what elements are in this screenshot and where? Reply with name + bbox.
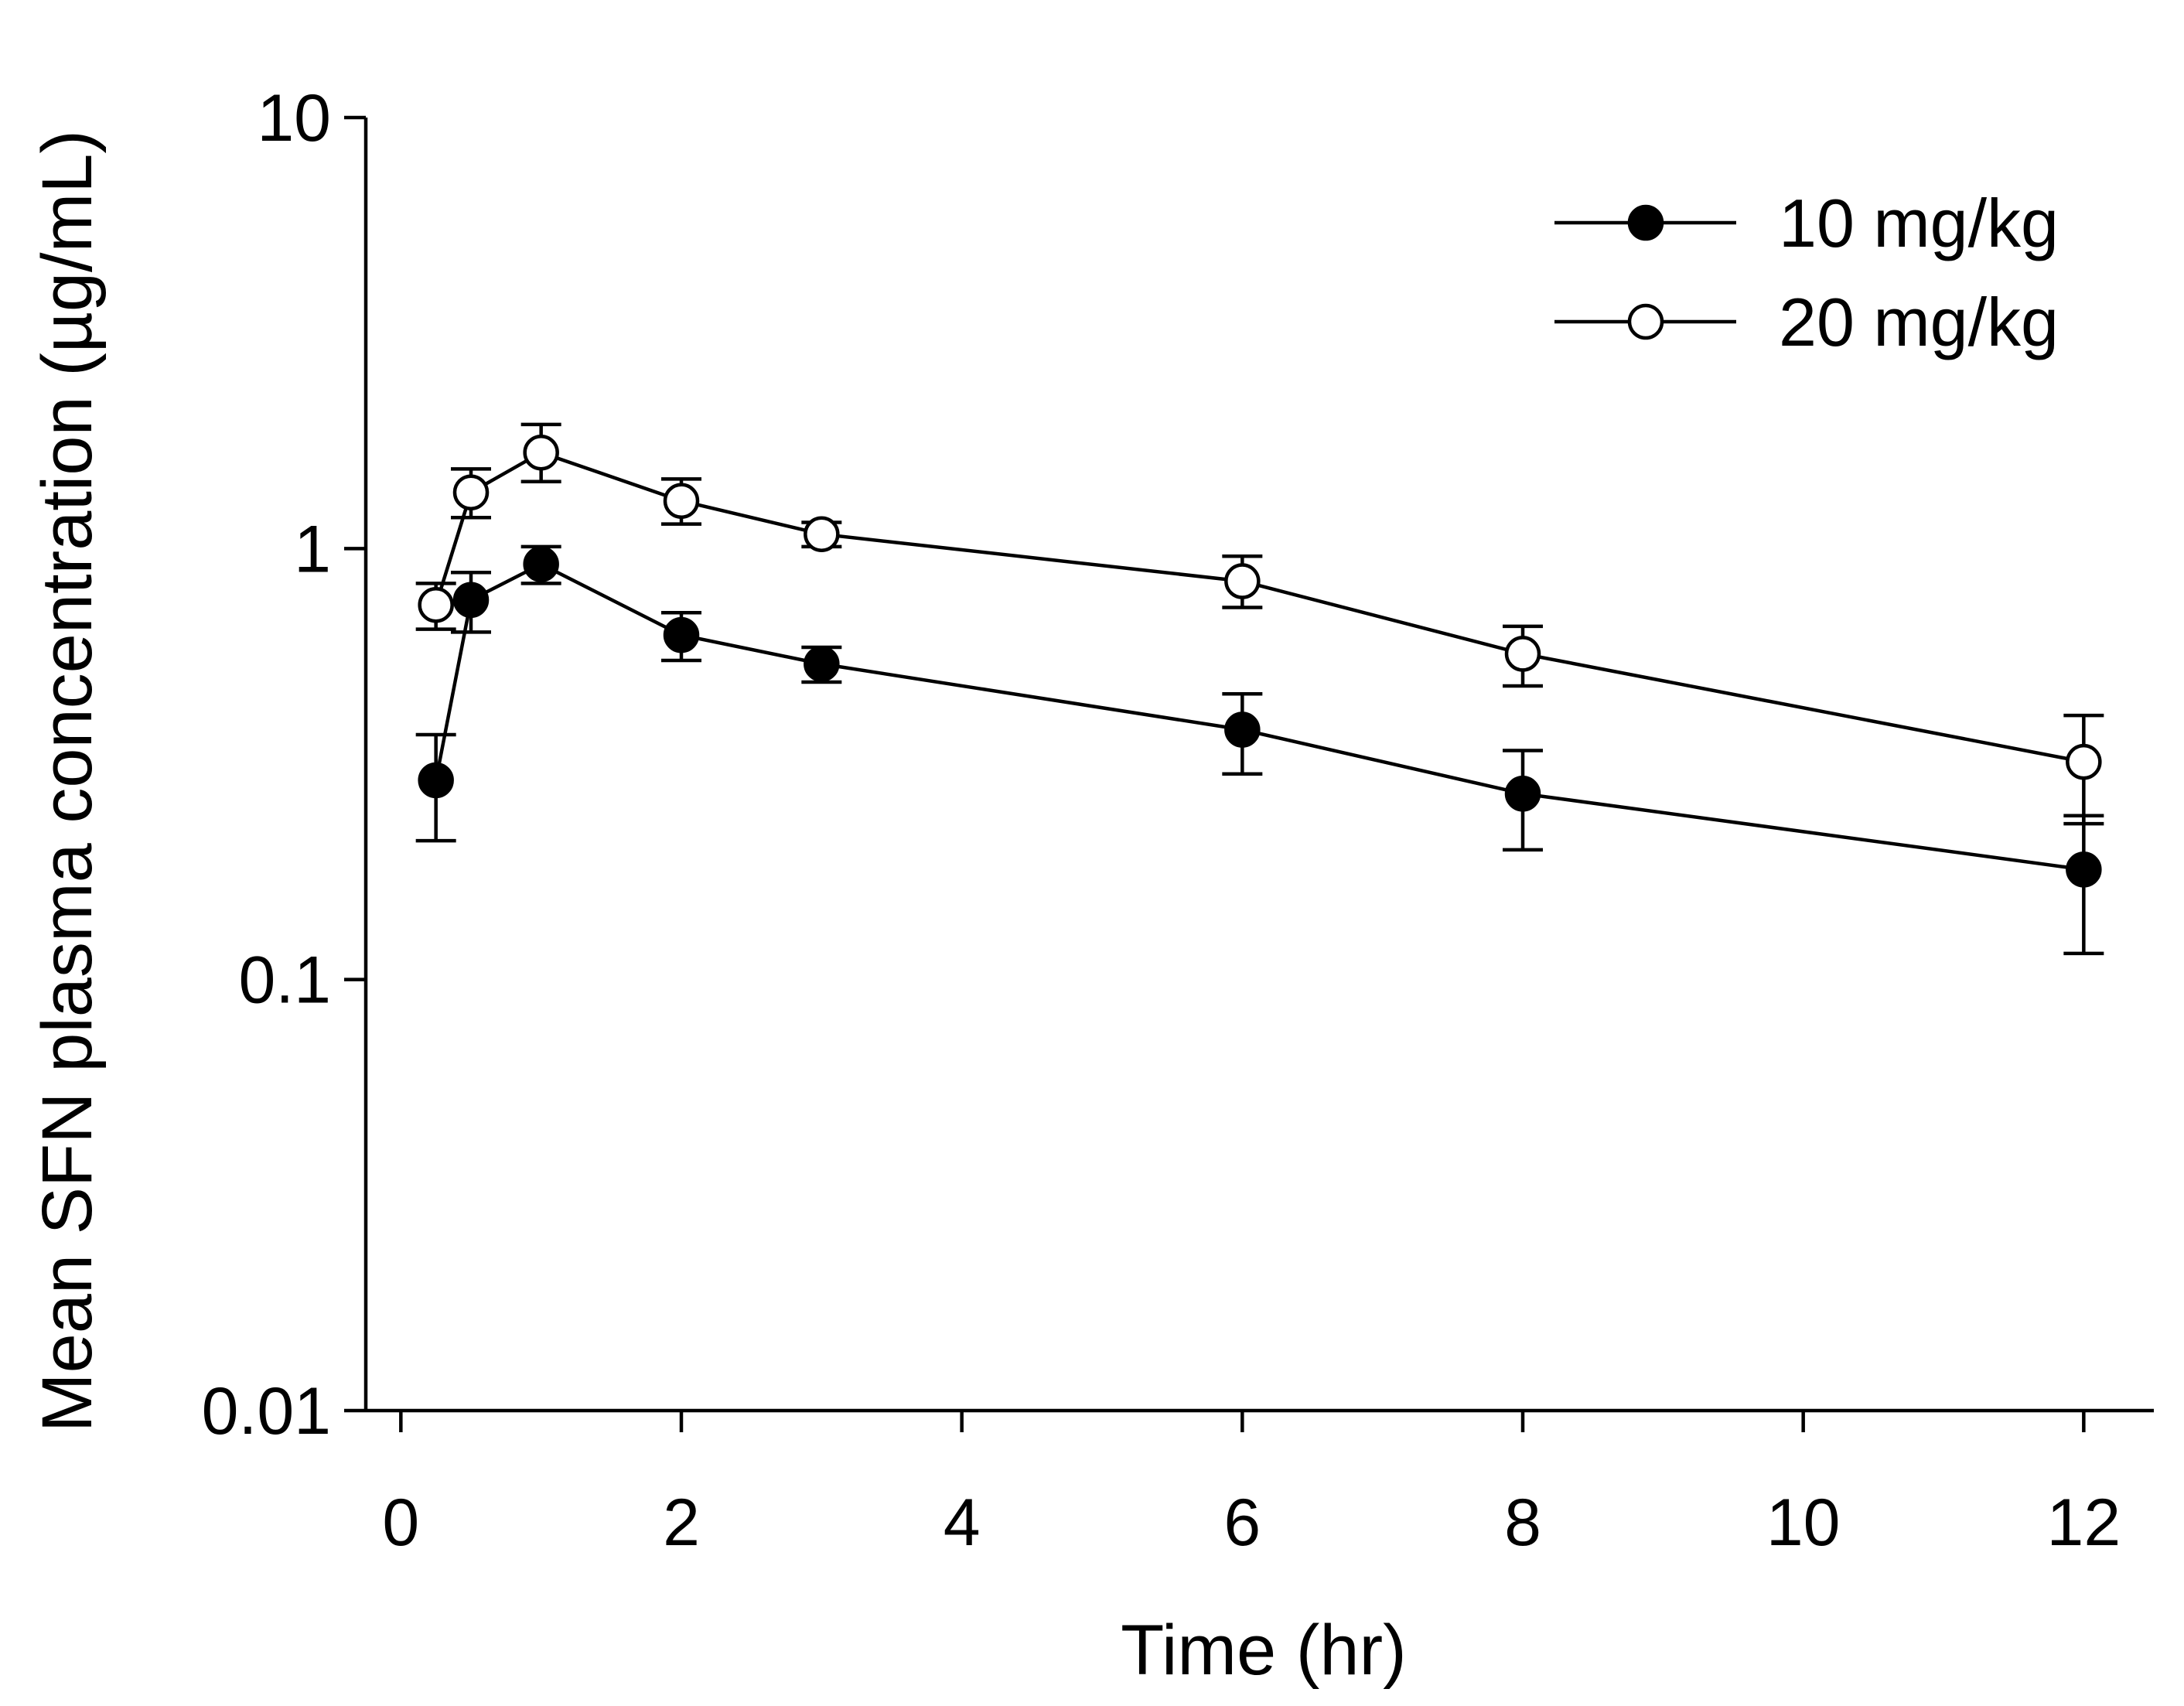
axes xyxy=(363,118,2154,1413)
data-point-20-mg-kg-8 xyxy=(1504,636,1541,672)
x-axis-title: Time (hr) xyxy=(1121,1611,1407,1690)
x-tick-label-0: 0 xyxy=(382,1486,419,1560)
x-tick-label-6: 6 xyxy=(1223,1486,1261,1560)
axis-ticks: 0 2 4 6 8 10 12 0.01 0.1 1 10 xyxy=(202,81,2121,1560)
data-points xyxy=(418,434,2102,888)
data-point-20-mg-kg-3 xyxy=(804,516,840,552)
data-point-20-mg-kg-12 xyxy=(2066,743,2102,780)
data-point-20-mg-kg-2 xyxy=(663,483,700,519)
legend-label-10-mg-kg: 10 mg/kg xyxy=(1779,185,2059,261)
data-point-10-mg-kg-0.25 xyxy=(418,762,454,799)
y-tick-label-10: 10 xyxy=(257,81,331,155)
data-point-20-mg-kg-6 xyxy=(1224,563,1261,599)
y-axis-title: Mean SFN plasma concentration (µg/mL) xyxy=(28,130,107,1432)
data-point-10-mg-kg-3 xyxy=(804,646,840,682)
x-tick-label-4: 4 xyxy=(944,1486,981,1560)
data-point-10-mg-kg-8 xyxy=(1504,776,1541,812)
x-tick-label-10: 10 xyxy=(1766,1486,1841,1560)
data-point-20-mg-kg-1 xyxy=(523,434,559,471)
data-point-20-mg-kg-0.25 xyxy=(418,586,454,623)
y-tick-label-0.01: 0.01 xyxy=(202,1374,331,1448)
legend-label-20-mg-kg: 20 mg/kg xyxy=(1779,284,2059,360)
data-point-10-mg-kg-1 xyxy=(523,546,559,582)
y-tick-label-1: 1 xyxy=(294,512,331,586)
legend-marker-20-mg-kg xyxy=(1627,303,1664,340)
x-tick-label-8: 8 xyxy=(1504,1486,1541,1560)
data-point-10-mg-kg-12 xyxy=(2066,851,2102,888)
series-line-10-mg-kg xyxy=(434,561,2084,872)
data-point-20-mg-kg-0.5 xyxy=(452,474,490,510)
legend: 10 mg/kg 20 mg/kg xyxy=(1554,185,2059,360)
data-point-10-mg-kg-0.5 xyxy=(452,582,490,619)
legend-marker-10-mg-kg xyxy=(1627,204,1664,241)
y-tick-label-0.1: 0.1 xyxy=(238,943,331,1018)
data-point-10-mg-kg-2 xyxy=(663,616,700,653)
data-point-10-mg-kg-6 xyxy=(1224,711,1261,748)
x-tick-label-12: 12 xyxy=(2046,1486,2121,1560)
x-tick-label-2: 2 xyxy=(663,1486,700,1560)
